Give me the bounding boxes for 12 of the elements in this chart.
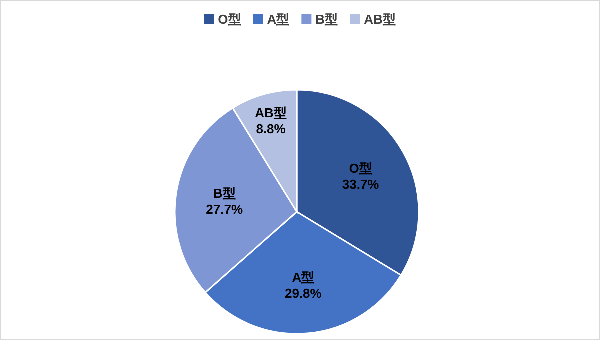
- legend-label: B型: [316, 12, 338, 27]
- data-label: 29.8%: [284, 286, 322, 301]
- slice-label: O型: [349, 161, 372, 176]
- slice-label: B型: [213, 186, 236, 202]
- slice-label: A型: [292, 270, 315, 285]
- legend-label: AB型: [364, 12, 396, 27]
- legend-label: O型: [218, 12, 242, 27]
- slice-label: AB型: [255, 105, 287, 120]
- data-label: 33.7%: [342, 177, 380, 192]
- legend-label: A型: [267, 12, 290, 27]
- data-label: 27.7%: [206, 202, 244, 218]
- data-label: 8.8%: [256, 121, 286, 136]
